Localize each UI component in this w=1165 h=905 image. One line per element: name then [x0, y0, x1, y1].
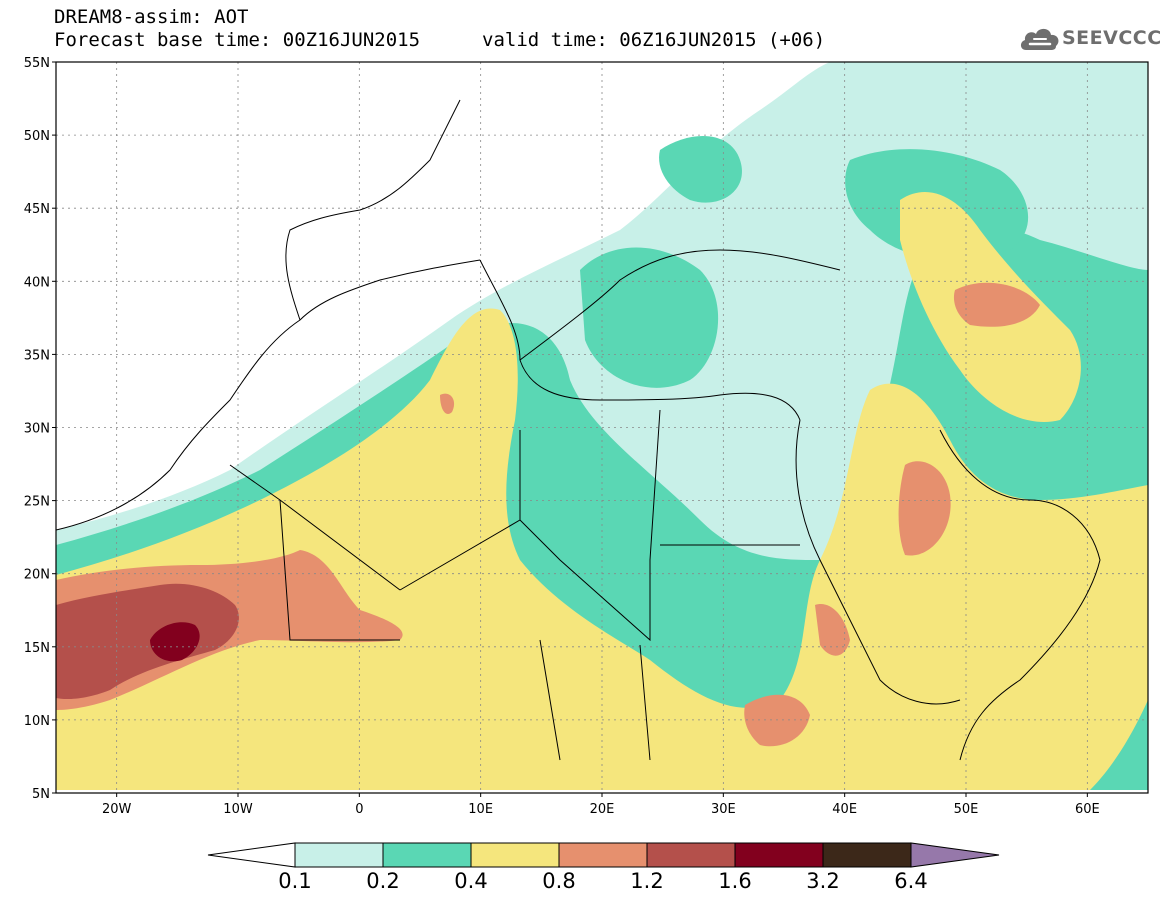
colorbar-segment	[382, 842, 472, 868]
colorbar-upper-arrow	[910, 842, 1000, 868]
colorbar-label: 0.2	[366, 869, 399, 893]
forecast-base-time: Forecast base time: 00Z16JUN2015	[54, 29, 421, 51]
lon-tick-label: 10E	[468, 802, 493, 817]
lon-tick-label: 0	[355, 802, 363, 817]
colorbar-label: 0.4	[454, 869, 487, 893]
lat-tick-label: 5N	[32, 787, 50, 802]
lat-tick-label: 55N	[24, 56, 50, 71]
lat-tick-label: 35N	[24, 348, 50, 363]
seevccc-logo	[1018, 22, 1158, 56]
lat-tick-label: 15N	[24, 641, 50, 656]
colorbar-label: 1.2	[630, 869, 663, 893]
colorbar-segment	[822, 842, 912, 868]
colorbar-segment	[558, 842, 648, 868]
lat-tick-label: 45N	[24, 202, 50, 217]
lon-tick-label: 20E	[590, 802, 615, 817]
colorbar: 0.1 0.2 0.4 0.8 1.2 1.6 3.2 6.4	[207, 842, 1000, 893]
colorbar-label: 3.2	[806, 869, 839, 893]
lon-tick-label: 40E	[832, 802, 857, 817]
colorbar-segment	[734, 842, 824, 868]
lon-tick-label: 10W	[223, 802, 253, 817]
lat-tick-label: 10N	[24, 714, 50, 729]
colorbar-label: 0.1	[278, 869, 311, 893]
chart-title: DREAM8-assim: AOT	[54, 6, 249, 28]
lon-tick-label: 20W	[102, 802, 132, 817]
lat-tick-label: 30N	[24, 422, 50, 437]
lon-tick-label: 60E	[1075, 802, 1100, 817]
lon-tick-label: 50E	[954, 802, 979, 817]
lat-tick-label: 50N	[24, 129, 50, 144]
colorbar-label: 0.8	[542, 869, 575, 893]
graticule	[56, 62, 1148, 793]
coastlines	[56, 99, 1101, 761]
valid-time: valid time: 06Z16JUN2015 (+06)	[482, 29, 826, 51]
colorbar-label: 1.6	[718, 869, 751, 893]
lat-tick-label: 20N	[24, 568, 50, 583]
lon-tick-label: 30E	[711, 802, 736, 817]
colorbar-lower-arrow	[207, 842, 296, 868]
lat-tick-label: 25N	[24, 495, 50, 510]
logo-text: SEEVCCC	[1062, 27, 1162, 49]
colorbar-segment	[646, 842, 736, 868]
colorbar-label: 6.4	[894, 869, 927, 893]
colorbar-segment	[294, 842, 384, 868]
longitude-labels: 20W 10W 0 10E 20E 30E 40E 50E 60E	[102, 793, 1100, 817]
lat-tick-label: 40N	[24, 275, 50, 290]
latitude-labels: 55N 50N 45N 40N 35N 30N 25N 20N 15N 10N 5N	[24, 56, 56, 802]
cloud-icon	[1020, 28, 1059, 50]
colorbar-segment	[470, 842, 560, 868]
